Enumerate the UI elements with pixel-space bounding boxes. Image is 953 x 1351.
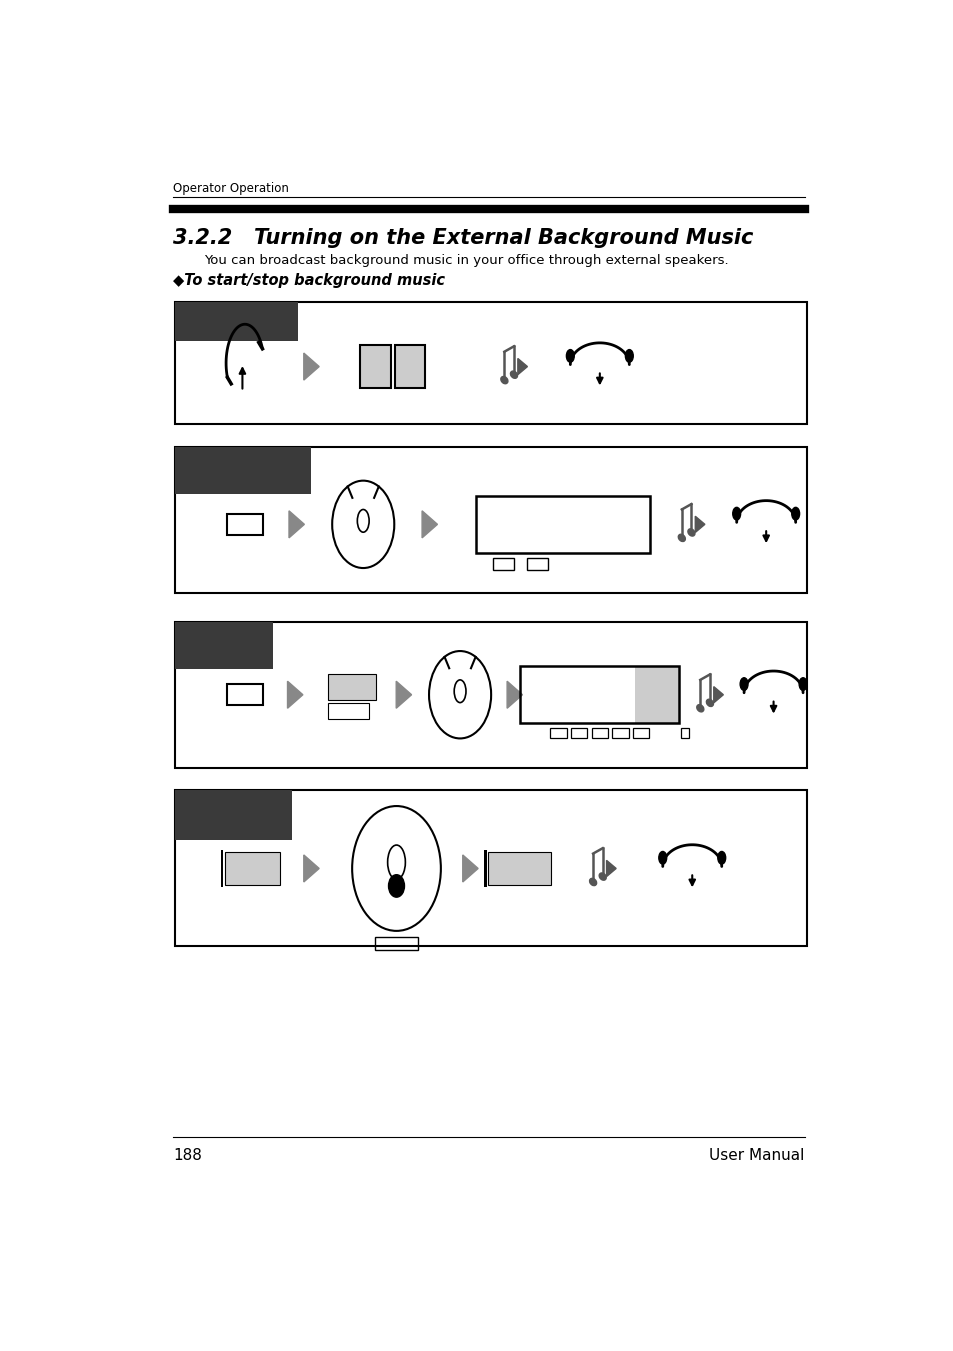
Polygon shape	[303, 353, 319, 380]
Polygon shape	[517, 358, 527, 374]
Polygon shape	[462, 855, 477, 882]
Bar	[483, 850, 486, 888]
Ellipse shape	[791, 508, 799, 520]
Bar	[488, 852, 551, 885]
Ellipse shape	[705, 700, 713, 707]
Ellipse shape	[510, 372, 517, 378]
Ellipse shape	[659, 851, 666, 865]
Ellipse shape	[500, 377, 507, 384]
Bar	[174, 447, 311, 493]
Polygon shape	[713, 686, 722, 703]
Ellipse shape	[799, 678, 806, 690]
Bar	[591, 728, 607, 739]
Bar	[174, 621, 806, 767]
Bar	[174, 301, 806, 424]
Polygon shape	[507, 681, 522, 708]
Bar	[680, 728, 689, 739]
Circle shape	[388, 874, 404, 897]
Bar	[174, 790, 806, 947]
Bar	[571, 728, 587, 739]
Text: 3.2.2   Turning on the External Background Music: 3.2.2 Turning on the External Background…	[173, 228, 753, 247]
Polygon shape	[606, 861, 616, 877]
Bar	[360, 345, 390, 389]
Bar	[225, 852, 280, 885]
Text: Operator Operation: Operator Operation	[173, 182, 289, 196]
Bar	[174, 301, 297, 340]
Polygon shape	[287, 681, 303, 708]
Ellipse shape	[589, 878, 596, 886]
Text: User Manual: User Manual	[708, 1148, 803, 1163]
Bar	[375, 938, 417, 950]
Text: You can broadcast background music in your office through external speakers.: You can broadcast background music in yo…	[204, 254, 728, 266]
Bar	[633, 728, 649, 739]
Bar	[476, 496, 649, 553]
Polygon shape	[421, 511, 437, 538]
Bar	[220, 850, 223, 888]
Bar	[227, 685, 262, 705]
Ellipse shape	[598, 873, 605, 881]
Ellipse shape	[732, 508, 740, 520]
Polygon shape	[303, 855, 319, 882]
Ellipse shape	[717, 851, 725, 865]
Bar	[174, 621, 273, 669]
Bar	[493, 558, 514, 570]
Bar	[527, 558, 547, 570]
Ellipse shape	[566, 350, 574, 362]
Bar	[328, 674, 375, 700]
Ellipse shape	[678, 534, 684, 542]
Bar	[328, 703, 369, 719]
Text: ◆To start/stop background music: ◆To start/stop background music	[173, 273, 445, 288]
Bar	[174, 447, 806, 593]
Bar	[227, 513, 262, 535]
Bar	[550, 728, 566, 739]
Bar	[634, 666, 679, 723]
Polygon shape	[395, 681, 411, 708]
Ellipse shape	[740, 678, 747, 690]
Text: 188: 188	[173, 1148, 202, 1163]
Polygon shape	[289, 511, 304, 538]
Bar	[519, 666, 679, 723]
Polygon shape	[695, 516, 704, 532]
Bar	[174, 790, 292, 840]
Bar	[395, 345, 425, 389]
Bar	[612, 728, 628, 739]
Ellipse shape	[696, 705, 703, 712]
Ellipse shape	[687, 528, 694, 536]
Ellipse shape	[625, 350, 633, 362]
